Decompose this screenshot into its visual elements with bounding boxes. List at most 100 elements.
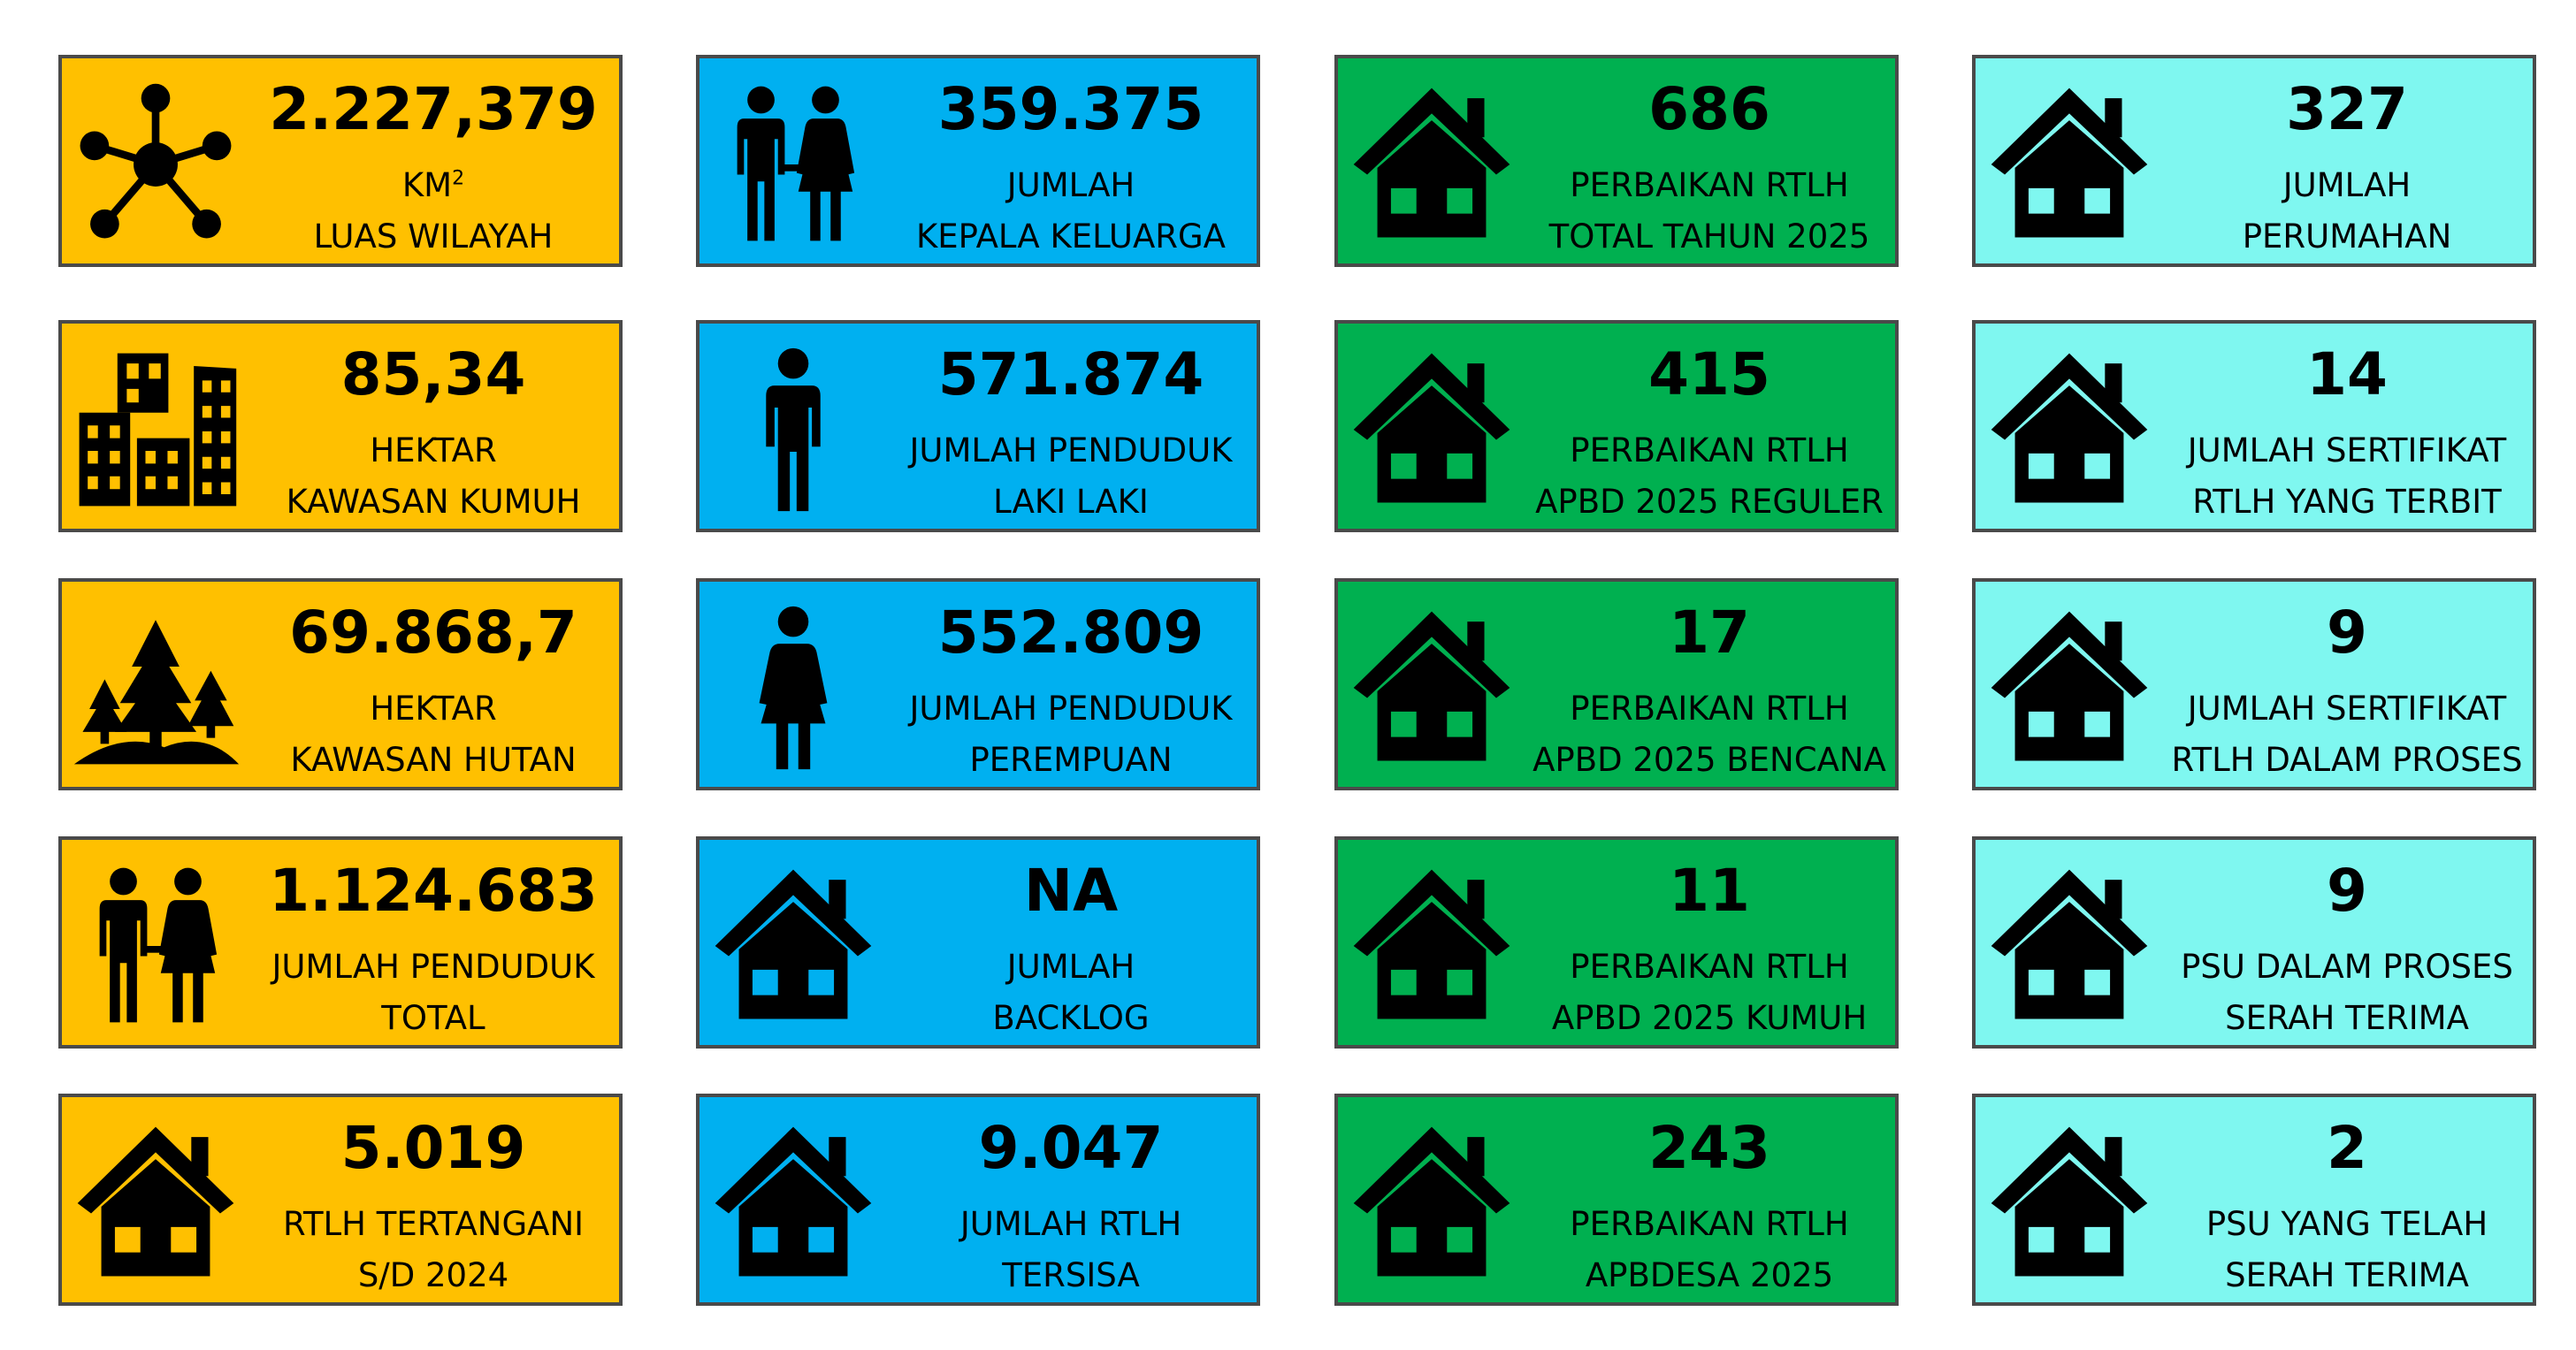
stat-card: 2 PSU YANG TELAH SERAH TERIMA — [1972, 1094, 2536, 1306]
stat-label-line2: KEPALA KELUARGA — [916, 217, 1226, 256]
stat-text: 327 JUMLAH PERUMAHAN — [2170, 58, 2524, 263]
stat-label-text: JUMLAH — [2282, 166, 2412, 204]
stat-value: 69.868,7 — [289, 599, 577, 667]
stat-label-text: JUMLAH — [1006, 948, 1135, 986]
forest-icon — [71, 603, 241, 773]
house-icon — [1984, 603, 2154, 773]
stat-label-text: JUMLAH SERTIFIKAT — [2187, 690, 2507, 728]
stat-text: 5.019 RTLH TERTANGANI S/D 2024 — [256, 1097, 610, 1302]
house-icon — [1984, 1118, 2154, 1288]
stat-card: 327 JUMLAH PERUMAHAN — [1972, 55, 2536, 267]
stat-label-line2: S/D 2024 — [357, 1256, 509, 1294]
house-icon — [1984, 80, 2154, 249]
stat-card: 415 PERBAIKAN RTLH APBD 2025 REGULER — [1334, 320, 1899, 532]
stat-text: 686 PERBAIKAN RTLH TOTAL TAHUN 2025 — [1533, 58, 1886, 263]
stat-label-line1: JUMLAH PENDUDUK — [894, 690, 1248, 728]
stat-label-line1: JUMLAH PENDUDUK — [256, 948, 610, 987]
stat-value: 2 — [2327, 1114, 2367, 1182]
stat-label-text: JUMLAH RTLH — [959, 1205, 1182, 1243]
man-icon — [708, 345, 878, 515]
stat-value: 686 — [1648, 75, 1770, 143]
stat-value: 359.375 — [937, 75, 1204, 143]
stat-label-text: JUMLAH PENDUDUK — [909, 431, 1233, 469]
stat-card: 17 PERBAIKAN RTLH APBD 2025 BENCANA — [1334, 578, 1899, 790]
stat-value: 14 — [2306, 340, 2388, 408]
stat-card: 11 PERBAIKAN RTLH APBD 2025 KUMUH — [1334, 836, 1899, 1049]
stat-text: 415 PERBAIKAN RTLH APBD 2025 REGULER — [1533, 324, 1886, 529]
house-icon — [1984, 345, 2154, 515]
stat-label-line2: APBDESA 2025 — [1585, 1256, 1834, 1294]
stat-value: 243 — [1648, 1114, 1770, 1182]
stat-label-text: PERBAIKAN RTLH — [1570, 166, 1849, 204]
stat-card: 2.227,379 KM2 LUAS WILAYAH — [58, 55, 623, 267]
stat-label-text: HEKTAR — [370, 690, 497, 728]
stat-label-line2: LAKI LAKI — [993, 483, 1149, 521]
stat-label-line1: PSU DALAM PROSES — [2170, 948, 2524, 987]
stat-label-line2: APBD 2025 KUMUH — [1551, 999, 1868, 1037]
stat-text: 11 PERBAIKAN RTLH APBD 2025 KUMUH — [1533, 840, 1886, 1045]
stat-text: 17 PERBAIKAN RTLH APBD 2025 BENCANA — [1533, 582, 1886, 787]
stat-card: 9.047 JUMLAH RTLH TERSISA — [696, 1094, 1260, 1306]
stat-label-text: HEKTAR — [370, 431, 497, 469]
stat-label-text: PERBAIKAN RTLH — [1570, 431, 1849, 469]
stat-label-line1: KM2 — [256, 166, 610, 205]
stat-label-line1: JUMLAH — [2170, 166, 2524, 205]
stat-card: 14 JUMLAH SERTIFIKAT RTLH YANG TERBIT — [1972, 320, 2536, 532]
stat-card: NA JUMLAH BACKLOG — [696, 836, 1260, 1049]
house-icon — [1347, 603, 1517, 773]
stat-text: 69.868,7 HEKTAR KAWASAN HUTAN — [256, 582, 610, 787]
stat-label-line1: JUMLAH SERTIFIKAT — [2170, 690, 2524, 728]
stat-label-line1: RTLH TERTANGANI — [256, 1205, 610, 1244]
stat-value: 2.227,379 — [269, 75, 598, 143]
stat-value: 9 — [2327, 857, 2367, 925]
stat-card: 1.124.683 JUMLAH PENDUDUK TOTAL — [58, 836, 623, 1049]
house-icon — [1347, 1118, 1517, 1288]
stat-label-text: JUMLAH PENDUDUK — [271, 948, 595, 986]
stat-label-line2: TOTAL TAHUN 2025 — [1548, 217, 1870, 256]
house-icon — [1347, 80, 1517, 249]
stat-label-line2: BACKLOG — [992, 999, 1150, 1037]
stat-label-line2: RTLH DALAM PROSES — [2171, 741, 2523, 779]
stat-text: 552.809 JUMLAH PENDUDUK PEREMPUAN — [894, 582, 1248, 787]
stat-label-text: PERBAIKAN RTLH — [1570, 690, 1849, 728]
stat-label-text: PERBAIKAN RTLH — [1570, 948, 1849, 986]
stat-card: 9 JUMLAH SERTIFIKAT RTLH DALAM PROSES — [1972, 578, 2536, 790]
woman-icon — [708, 603, 878, 773]
stat-label-line2: LUAS WILAYAH — [313, 217, 554, 256]
stat-label-text: PSU YANG TELAH — [2205, 1205, 2488, 1243]
stat-text: 14 JUMLAH SERTIFIKAT RTLH YANG TERBIT — [2170, 324, 2524, 529]
stat-value: 17 — [1669, 599, 1750, 667]
house-icon — [1984, 861, 2154, 1031]
stat-value: 5.019 — [340, 1114, 526, 1182]
stat-text: 359.375 JUMLAH KEPALA KELUARGA — [894, 58, 1248, 263]
stat-value: 9.047 — [978, 1114, 1164, 1182]
stat-label-text: RTLH TERTANGANI — [282, 1205, 585, 1243]
stat-text: 2 PSU YANG TELAH SERAH TERIMA — [2170, 1097, 2524, 1302]
stat-label-line1: JUMLAH PENDUDUK — [894, 431, 1248, 470]
couple-icon — [71, 861, 241, 1031]
stat-label-line2: TERSISA — [1002, 1256, 1140, 1294]
stat-card: 243 PERBAIKAN RTLH APBDESA 2025 — [1334, 1094, 1899, 1306]
stat-card: 359.375 JUMLAH KEPALA KELUARGA — [696, 55, 1260, 267]
stat-label-text: JUMLAH — [1006, 166, 1135, 204]
stat-text: 9 JUMLAH SERTIFIKAT RTLH DALAM PROSES — [2170, 582, 2524, 787]
stat-text: 9 PSU DALAM PROSES SERAH TERIMA — [2170, 840, 2524, 1045]
stat-card: 69.868,7 HEKTAR KAWASAN HUTAN — [58, 578, 623, 790]
stat-text: 571.874 JUMLAH PENDUDUK LAKI LAKI — [894, 324, 1248, 529]
stat-label-line2: APBD 2025 BENCANA — [1533, 741, 1886, 779]
stat-card: 9 PSU DALAM PROSES SERAH TERIMA — [1972, 836, 2536, 1049]
house-icon — [708, 861, 878, 1031]
stat-label-line2: SERAH TERIMA — [2225, 999, 2469, 1037]
stat-value: 1.124.683 — [269, 857, 598, 925]
stat-label-text: PERBAIKAN RTLH — [1570, 1205, 1849, 1243]
stat-label-line1: PERBAIKAN RTLH — [1533, 948, 1886, 987]
stat-card: 552.809 JUMLAH PENDUDUK PEREMPUAN — [696, 578, 1260, 790]
stat-card: 85,34 HEKTAR KAWASAN KUMUH — [58, 320, 623, 532]
house-icon — [708, 1118, 878, 1288]
stat-label-line1: HEKTAR — [256, 690, 610, 728]
stat-value: 552.809 — [937, 599, 1204, 667]
stat-value: 9 — [2327, 599, 2367, 667]
stat-label-line1: JUMLAH SERTIFIKAT — [2170, 431, 2524, 470]
stat-value: NA — [1023, 857, 1119, 925]
stat-value: 85,34 — [340, 340, 526, 408]
